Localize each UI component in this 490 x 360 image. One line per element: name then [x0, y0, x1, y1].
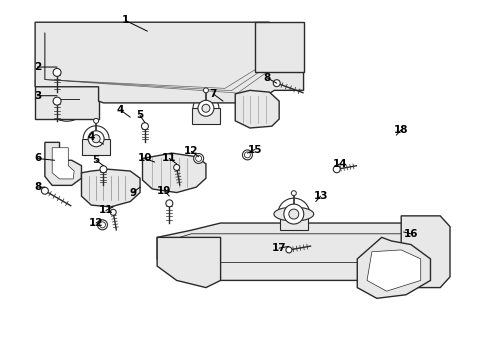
Text: 8: 8: [34, 182, 41, 192]
Circle shape: [45, 77, 89, 121]
Circle shape: [251, 248, 259, 256]
Polygon shape: [143, 153, 206, 193]
FancyBboxPatch shape: [82, 139, 110, 155]
Circle shape: [94, 118, 98, 123]
Circle shape: [92, 135, 100, 143]
Text: 11: 11: [162, 153, 176, 163]
Text: 16: 16: [404, 229, 418, 239]
Text: 12: 12: [184, 146, 198, 156]
Circle shape: [202, 104, 210, 112]
Circle shape: [314, 248, 322, 256]
Text: 6: 6: [34, 153, 41, 163]
Circle shape: [286, 247, 292, 253]
Circle shape: [259, 27, 299, 67]
Ellipse shape: [274, 207, 314, 221]
Text: 9: 9: [129, 188, 136, 198]
Circle shape: [198, 100, 214, 116]
Text: 7: 7: [210, 89, 217, 99]
Circle shape: [41, 187, 49, 194]
Circle shape: [194, 153, 204, 163]
Circle shape: [259, 24, 266, 31]
Text: 4: 4: [117, 105, 124, 115]
Circle shape: [203, 88, 208, 93]
Circle shape: [173, 165, 180, 170]
Text: 19: 19: [157, 186, 171, 196]
Circle shape: [39, 108, 46, 115]
Circle shape: [88, 108, 95, 115]
Text: 18: 18: [394, 125, 409, 135]
Text: 17: 17: [272, 243, 287, 253]
Text: 14: 14: [333, 159, 347, 169]
Polygon shape: [367, 250, 421, 291]
Circle shape: [88, 131, 104, 147]
Text: 2: 2: [34, 62, 41, 72]
Polygon shape: [401, 216, 450, 288]
Polygon shape: [35, 22, 304, 103]
Text: 11: 11: [98, 206, 113, 216]
Circle shape: [333, 166, 340, 173]
Circle shape: [166, 200, 173, 207]
Text: 3: 3: [34, 91, 41, 101]
Circle shape: [293, 24, 300, 31]
Polygon shape: [235, 90, 279, 128]
Circle shape: [259, 64, 266, 71]
Polygon shape: [357, 237, 431, 298]
Circle shape: [108, 179, 123, 195]
Circle shape: [167, 166, 181, 180]
Text: 4: 4: [88, 132, 95, 142]
Circle shape: [142, 123, 148, 130]
Polygon shape: [52, 148, 74, 179]
Text: 12: 12: [89, 218, 103, 228]
Text: 5: 5: [93, 155, 100, 165]
Polygon shape: [255, 22, 304, 72]
Circle shape: [100, 166, 107, 173]
Circle shape: [292, 191, 296, 195]
Circle shape: [202, 248, 210, 256]
Circle shape: [98, 220, 107, 230]
Text: 10: 10: [138, 153, 152, 163]
Polygon shape: [157, 223, 431, 280]
Circle shape: [53, 68, 61, 76]
Circle shape: [53, 97, 61, 105]
Circle shape: [88, 85, 95, 92]
Circle shape: [39, 85, 46, 92]
Text: 1: 1: [122, 15, 129, 26]
Text: 8: 8: [263, 73, 270, 83]
Text: 5: 5: [136, 111, 144, 121]
Polygon shape: [157, 237, 220, 288]
Polygon shape: [35, 80, 98, 119]
Circle shape: [243, 150, 252, 160]
Polygon shape: [81, 169, 140, 207]
Circle shape: [387, 261, 401, 275]
Circle shape: [293, 64, 300, 71]
Text: 13: 13: [314, 191, 328, 201]
Circle shape: [273, 80, 280, 87]
Circle shape: [289, 209, 299, 219]
Polygon shape: [45, 142, 81, 185]
FancyBboxPatch shape: [280, 214, 308, 230]
Circle shape: [420, 247, 431, 257]
Circle shape: [368, 248, 376, 256]
Circle shape: [110, 209, 116, 215]
Circle shape: [284, 204, 304, 224]
FancyBboxPatch shape: [192, 108, 220, 124]
Text: 15: 15: [247, 144, 262, 154]
